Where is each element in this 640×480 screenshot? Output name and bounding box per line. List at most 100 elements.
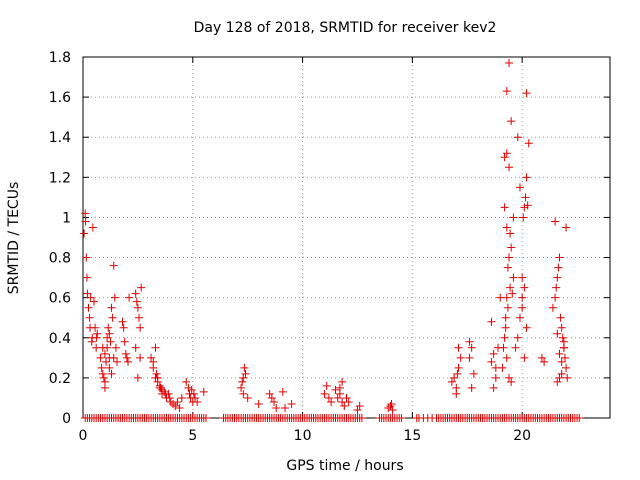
data-point [118, 317, 127, 326]
data-point [520, 353, 529, 362]
y-tick-label: 1.4 [49, 130, 71, 146]
data-point [158, 389, 167, 398]
data-point [131, 289, 140, 298]
data-point [131, 343, 140, 352]
data-point [175, 403, 184, 412]
data-point [502, 353, 511, 362]
data-point [499, 343, 508, 352]
data-point [387, 399, 396, 408]
data-point [331, 385, 340, 394]
data-point [111, 343, 120, 352]
data-point [155, 383, 164, 392]
data-point [322, 381, 331, 390]
data-point [98, 343, 107, 352]
data-point [522, 89, 531, 98]
data-point [518, 293, 527, 302]
data-point [171, 401, 180, 410]
data-point [267, 393, 276, 402]
data-point [240, 363, 249, 372]
plot-frame [82, 56, 611, 419]
data-point [97, 363, 106, 372]
data-point [272, 403, 281, 412]
data-point [353, 405, 362, 414]
data-point [106, 337, 115, 346]
data-point [270, 397, 279, 406]
data-point [524, 139, 533, 148]
data-point [281, 403, 290, 412]
data-point [238, 377, 247, 386]
x-tick-label: 0 [79, 428, 88, 444]
data-point [513, 133, 522, 142]
data-point [132, 297, 141, 306]
data-point [504, 163, 513, 172]
data-point [489, 349, 498, 358]
data-point [125, 293, 134, 302]
data-point [133, 303, 142, 312]
data-point [102, 357, 111, 366]
y-tick-label: 1.8 [49, 50, 71, 66]
data-point [506, 229, 515, 238]
data-point [557, 323, 566, 332]
data-point [107, 303, 116, 312]
data-point [555, 373, 564, 382]
data-point [82, 253, 91, 262]
data-point [177, 393, 186, 402]
data-point [504, 373, 513, 382]
data-point [452, 389, 461, 398]
data-point [241, 369, 250, 378]
data-point [344, 397, 353, 406]
data-point [506, 283, 515, 292]
data-point [100, 383, 109, 392]
data-point [83, 289, 92, 298]
data-point [518, 273, 527, 282]
data-point [465, 337, 474, 346]
data-point [151, 343, 160, 352]
data-point [93, 329, 102, 338]
data-point [340, 401, 349, 410]
data-point [465, 353, 474, 362]
y-tick-label: 0.8 [49, 251, 71, 267]
data-point [105, 363, 114, 372]
data-point [509, 213, 518, 222]
x-tick-label: 5 [188, 428, 197, 444]
data-point [555, 349, 564, 358]
data-point [92, 333, 101, 342]
data-point [469, 369, 478, 378]
data-point [556, 313, 565, 322]
data-point [81, 209, 90, 218]
data-point [557, 369, 566, 378]
data-point [386, 401, 395, 410]
data-point [548, 303, 557, 312]
data-point [327, 397, 336, 406]
data-point [522, 323, 531, 332]
data-point [503, 303, 512, 312]
data-point [447, 377, 456, 386]
data-point [193, 397, 202, 406]
data-point [82, 273, 91, 282]
data-point [537, 353, 546, 362]
x-tick-label: 15 [403, 428, 421, 444]
data-point [165, 393, 174, 402]
data-point [124, 357, 133, 366]
y-tick-label: 0.4 [49, 331, 71, 347]
data-point [133, 373, 142, 382]
data-point [104, 323, 113, 332]
data-point [108, 313, 117, 322]
data-point [182, 377, 191, 386]
data-point [515, 313, 524, 322]
data-point [333, 393, 342, 402]
data-point [511, 343, 520, 352]
data-point [513, 333, 522, 342]
data-points [80, 59, 584, 422]
data-point [500, 153, 509, 162]
data-point [502, 223, 511, 232]
data-point [555, 253, 564, 262]
data-point [113, 357, 122, 366]
data-point [119, 323, 128, 332]
x-tick-label: 10 [294, 428, 312, 444]
data-point [109, 261, 118, 270]
data-point [575, 414, 584, 422]
data-point [551, 217, 560, 226]
data-point [338, 377, 347, 386]
